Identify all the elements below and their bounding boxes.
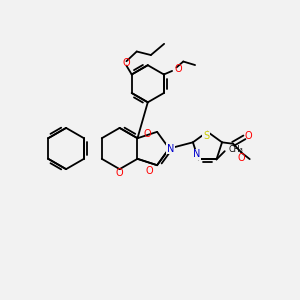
Text: O: O (245, 131, 252, 141)
Text: O: O (175, 64, 182, 74)
Text: O: O (145, 166, 153, 176)
Text: CH₃: CH₃ (228, 145, 243, 154)
Text: O: O (237, 153, 245, 163)
Text: O: O (116, 168, 123, 178)
Text: S: S (203, 131, 209, 141)
Text: O: O (143, 129, 151, 139)
Text: N: N (193, 149, 201, 159)
Text: N: N (167, 143, 174, 154)
Text: O: O (122, 58, 130, 68)
